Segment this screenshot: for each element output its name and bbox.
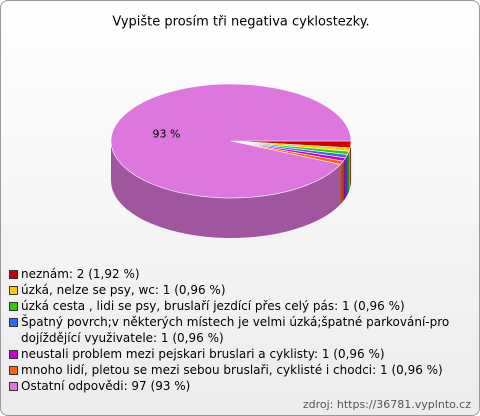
legend-swatch: [9, 318, 18, 327]
legend-label: úzká, nelze se psy, wc: 1 (0,96 %): [21, 283, 226, 297]
legend-label: Ostatní odpovědi: 97 (93 %): [21, 379, 191, 393]
slice-side: [340, 161, 344, 205]
slice-side: [349, 147, 351, 192]
slice-side: [347, 151, 350, 195]
legend: neznám: 2 (1,92 %) úzká, nelze se psy, wc…: [9, 266, 469, 394]
slice-side: [345, 154, 348, 198]
slice: [110, 83, 352, 199]
legend-label: neznám: 2 (1,92 %): [21, 267, 140, 281]
legend-label: úzká cesta , lidi se psy, bruslaří jezdí…: [21, 299, 405, 313]
legend-label: mnoho lidí, pletou se mezi sebou bruslař…: [21, 363, 443, 377]
legend-item: úzká cesta , lidi se psy, bruslaří jezdí…: [9, 298, 469, 314]
legend-swatch: [9, 302, 18, 311]
legend-item: Špatný povrch;v některých místech je vel…: [9, 314, 469, 346]
legend-item: neustali problem mezi pejskari bruslari …: [9, 346, 469, 362]
slice-label: 93 %: [152, 127, 180, 140]
legend-swatch: [9, 350, 18, 359]
legend-item: úzká, nelze se psy, wc: 1 (0,96 %): [9, 282, 469, 298]
source: zdroj: https://36781.vyplnto.cz: [302, 398, 471, 411]
slice-side: [111, 141, 341, 238]
legend-item: Ostatní odpovědi: 97 (93 %): [9, 378, 469, 394]
legend-label: Špatný povrch;v některých místech je vel…: [21, 315, 450, 345]
legend-swatch: [9, 270, 18, 279]
pie-area: Vypište prosím tři negativa cyklostezky.…: [110, 15, 370, 238]
chart-title: Vypište prosím tři negativa cyklostezky.: [112, 15, 369, 30]
legend-swatch: [9, 366, 18, 375]
legend-item: neznám: 2 (1,92 %): [9, 266, 469, 282]
legend-item: mnoho lidí, pletou se mezi sebou bruslař…: [9, 362, 469, 378]
slice-side: [350, 141, 351, 188]
legend-swatch: [9, 382, 18, 391]
slice-side: [343, 157, 346, 202]
legend-swatch: [9, 286, 18, 295]
legend-label: neustali problem mezi pejskari bruslari …: [21, 347, 385, 361]
